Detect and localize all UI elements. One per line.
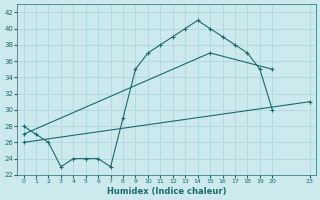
X-axis label: Humidex (Indice chaleur): Humidex (Indice chaleur) (107, 187, 226, 196)
